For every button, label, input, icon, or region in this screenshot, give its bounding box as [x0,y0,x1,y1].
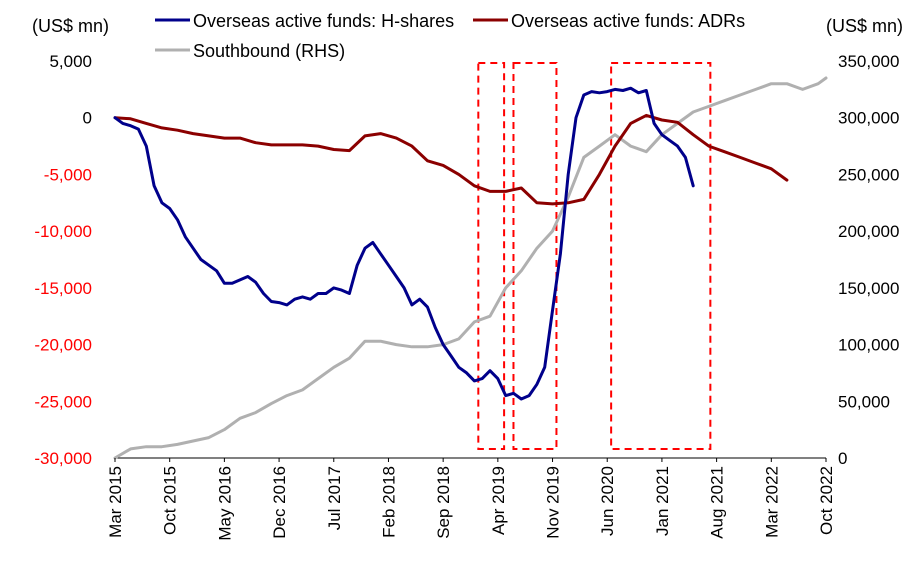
highlight-boxes [477,62,712,450]
right-tick-label: 300,000 [838,109,899,128]
highlight-box [512,62,558,450]
series-lines [113,76,828,460]
series-line-southbound [113,76,828,460]
highlight-box [610,62,712,450]
x-tick-label: Jan 2021 [653,466,672,536]
right-axis-ticks: 350,000 300,000 250,000 200,000 150,000 100,0… [838,52,899,468]
x-tick-label: Dec 2016 [270,466,289,539]
left-tick-label: -5,000 [44,165,92,184]
plot-area [113,62,828,460]
left-tick-label: 5,000 [49,52,92,71]
x-tick-label: Mar 2015 [106,466,125,538]
left-axis-ticks: 5,000 0 -5,000 -10,000 -15,000 -20,000 -25,000… [34,52,92,468]
legend-item-adrs: Overseas active funds: ADRs [473,11,745,31]
right-tick-label: 50,000 [838,392,890,411]
legend-item-h-shares: Overseas active funds: H-shares [155,11,454,31]
x-tick-label: Mar 2022 [762,466,781,538]
right-tick-label: 250,000 [838,165,899,184]
right-tick-label: 100,000 [838,336,899,355]
highlight-box [477,62,506,450]
x-tick-label: Aug 2021 [708,466,727,539]
left-tick-label: -15,000 [34,279,92,298]
series-line-adrs [113,113,789,206]
legend-label-h-shares: Overseas active funds: H-shares [193,11,454,31]
right-tick-label: 0 [838,449,847,468]
right-tick-label: 350,000 [838,52,899,71]
legend-label-southbound: Southbound (RHS) [193,41,345,61]
x-tick-label: Oct 2022 [817,466,836,535]
left-tick-label: -20,000 [34,336,92,355]
x-tick-label: Jun 2020 [598,466,617,536]
x-tick-label: Jul 2017 [325,466,344,530]
right-tick-label: 200,000 [838,222,899,241]
x-axis-ticks: Mar 2015 Oct 2015 May 2016 Dec 2016 Jul 2017… [106,458,836,541]
x-tick-label: Apr 2019 [489,466,508,535]
right-tick-label: 150,000 [838,279,899,298]
legend: Overseas active funds: H-shares Overseas… [155,11,745,61]
left-tick-label: -30,000 [34,449,92,468]
x-tick-label: Feb 2018 [379,466,398,538]
x-tick-label: Sep 2018 [434,466,453,539]
x-tick-label: Oct 2015 [161,466,180,535]
series-line-h-shares [113,86,695,401]
x-tick-label: May 2016 [215,466,234,541]
left-tick-label: -25,000 [34,392,92,411]
legend-item-southbound: Southbound (RHS) [155,41,345,61]
left-tick-label: -10,000 [34,222,92,241]
left-tick-label: 0 [83,109,92,128]
x-tick-label: Nov 2019 [544,466,563,539]
left-axis-unit-label: (US$ mn) [32,16,109,36]
legend-label-adrs: Overseas active funds: ADRs [511,11,745,31]
right-axis-unit-label: (US$ mn) [826,16,903,36]
